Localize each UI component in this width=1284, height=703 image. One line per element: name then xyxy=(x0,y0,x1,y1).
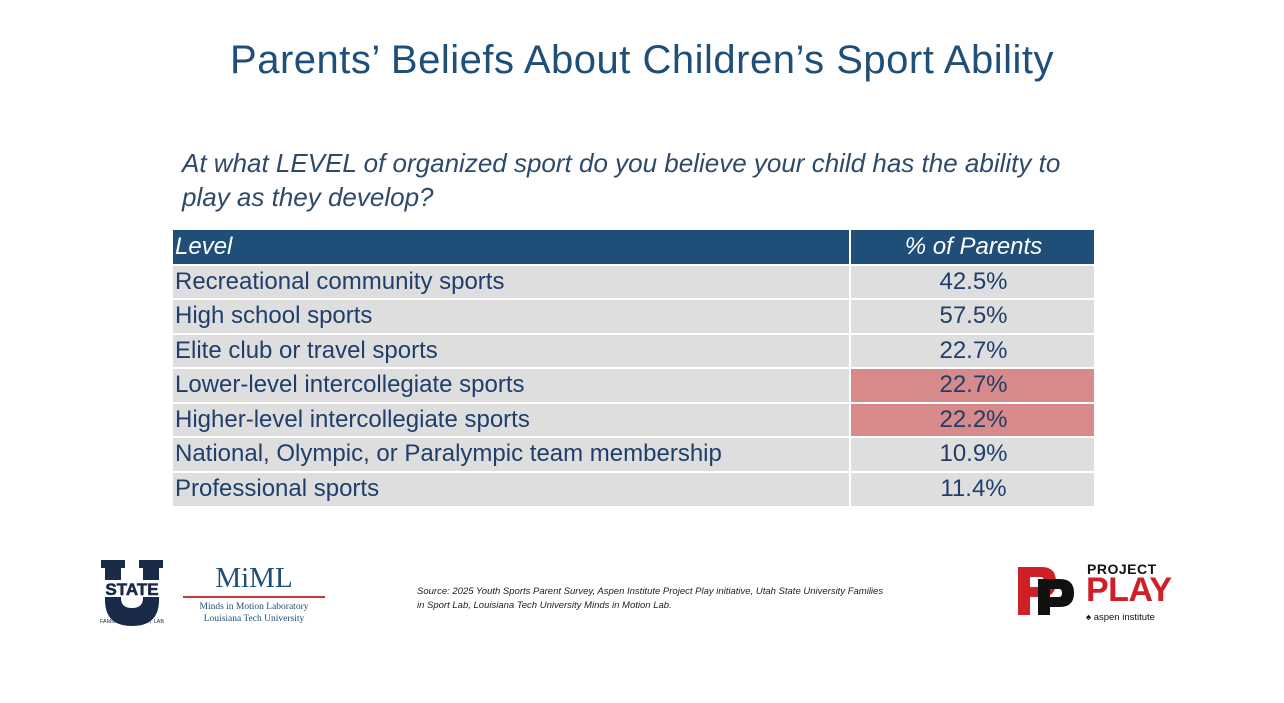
table-row: High school sports 57.5% xyxy=(173,298,1094,334)
project-play-project: PROJECT xyxy=(1087,561,1157,577)
percent-cell: 22.7% xyxy=(850,332,1094,368)
aspen-institute-text: aspen institute xyxy=(1093,612,1155,623)
utah-state-logo: STATE xyxy=(95,560,169,626)
level-cell: Professional sports xyxy=(173,470,851,506)
aspen-institute-label: ♠ aspen institute xyxy=(1086,612,1155,623)
level-cell: Lower-level intercollegiate sports xyxy=(173,367,851,403)
table-row: Higher-level intercollegiate sports 22.2… xyxy=(173,401,1094,437)
table-row: Lower-level intercollegiate sports 22.7% xyxy=(173,367,1094,403)
ustate-caption: FAMILIES IN SPORT LAB xyxy=(100,619,164,625)
percent-cell-highlighted: 22.7% xyxy=(850,367,1094,403)
miml-logo: MiML Minds in Motion Laboratory Louisian… xyxy=(183,562,325,625)
header-level: Level xyxy=(173,230,851,265)
miml-line1: Minds in Motion Laboratory xyxy=(199,602,309,612)
project-play-play: PLAY xyxy=(1086,571,1172,609)
level-cell: Elite club or travel sports xyxy=(173,332,851,368)
miml-line2: Louisiana Tech University xyxy=(203,614,305,624)
table-row: Elite club or travel sports 22.7% xyxy=(173,332,1094,368)
percent-cell-highlighted: 22.2% xyxy=(850,401,1094,437)
results-table: Level % of Parents Recreational communit… xyxy=(173,230,1094,506)
table-header-row: Level % of Parents xyxy=(173,230,1094,265)
level-cell: National, Olympic, or Paralympic team me… xyxy=(173,436,851,472)
level-cell: High school sports xyxy=(173,298,851,334)
table-row: National, Olympic, or Paralympic team me… xyxy=(173,436,1094,472)
miml-divider xyxy=(183,596,325,598)
header-percent: % of Parents xyxy=(850,230,1094,265)
u-letter-shape xyxy=(101,560,163,626)
survey-question: At what LEVEL of organized sport do you … xyxy=(182,148,1061,212)
table-row: Professional sports 11.4% xyxy=(173,470,1094,506)
table-row: Recreational community sports 42.5% xyxy=(173,263,1094,299)
percent-cell: 57.5% xyxy=(850,298,1094,334)
level-cell: Recreational community sports xyxy=(173,263,851,299)
miml-wordmark: MiML xyxy=(215,562,293,594)
slide-title: Parents’ Beliefs About Children’s Sport … xyxy=(230,38,1054,82)
percent-cell: 11.4% xyxy=(850,470,1094,506)
project-play-mark-icon xyxy=(1018,567,1074,615)
percent-cell: 10.9% xyxy=(850,436,1094,472)
source-note: Source: 2025 Youth Sports Parent Survey,… xyxy=(417,586,884,611)
level-cell: Higher-level intercollegiate sports xyxy=(173,401,851,437)
ustate-word: STATE xyxy=(105,580,158,599)
percent-cell: 42.5% xyxy=(850,263,1094,299)
